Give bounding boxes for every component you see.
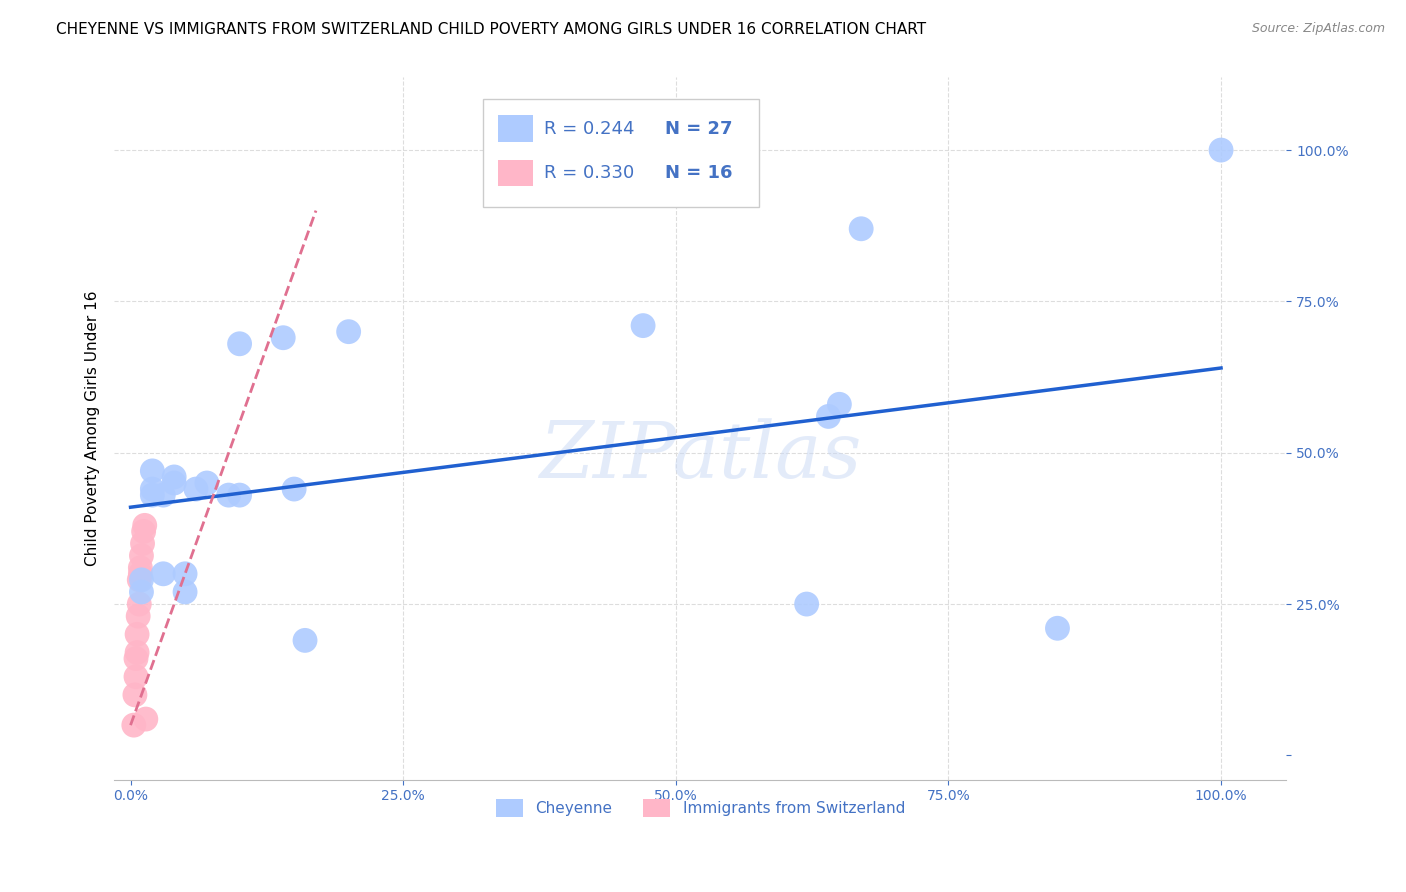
- FancyBboxPatch shape: [498, 115, 533, 142]
- Point: [124, 688, 146, 702]
- Text: N = 16: N = 16: [665, 164, 733, 182]
- Point: [141, 488, 163, 502]
- Point: [131, 536, 153, 550]
- Point: [131, 585, 153, 599]
- Text: ZIPatlas: ZIPatlas: [538, 418, 862, 495]
- Point: [184, 482, 207, 496]
- Point: [195, 475, 218, 490]
- Point: [228, 488, 250, 502]
- Point: [132, 524, 155, 539]
- Point: [135, 712, 157, 726]
- Point: [828, 397, 851, 411]
- Point: [1209, 143, 1232, 157]
- FancyBboxPatch shape: [498, 160, 533, 186]
- Point: [152, 488, 174, 502]
- Point: [134, 518, 156, 533]
- Point: [141, 464, 163, 478]
- Point: [129, 566, 152, 581]
- Point: [125, 651, 148, 665]
- Point: [152, 566, 174, 581]
- Point: [817, 409, 839, 424]
- Point: [294, 633, 316, 648]
- Point: [131, 573, 153, 587]
- Text: Source: ZipAtlas.com: Source: ZipAtlas.com: [1251, 22, 1385, 36]
- Point: [129, 560, 152, 574]
- Point: [228, 336, 250, 351]
- FancyBboxPatch shape: [484, 98, 759, 207]
- Legend: Cheyenne, Immigrants from Switzerland: Cheyenne, Immigrants from Switzerland: [488, 792, 912, 824]
- Point: [163, 475, 186, 490]
- Point: [128, 597, 150, 611]
- Point: [1046, 621, 1069, 635]
- Point: [125, 670, 148, 684]
- Point: [128, 573, 150, 587]
- Point: [271, 331, 294, 345]
- Point: [337, 325, 360, 339]
- Text: CHEYENNE VS IMMIGRANTS FROM SWITZERLAND CHILD POVERTY AMONG GIRLS UNDER 16 CORRE: CHEYENNE VS IMMIGRANTS FROM SWITZERLAND …: [56, 22, 927, 37]
- Text: R = 0.244: R = 0.244: [544, 120, 636, 137]
- Point: [283, 482, 305, 496]
- Point: [141, 482, 163, 496]
- Point: [796, 597, 818, 611]
- Point: [631, 318, 654, 333]
- Point: [174, 585, 197, 599]
- Point: [122, 718, 145, 732]
- Text: N = 27: N = 27: [665, 120, 733, 137]
- Point: [163, 470, 186, 484]
- Point: [174, 566, 197, 581]
- Point: [127, 645, 149, 659]
- Point: [127, 627, 149, 641]
- Point: [218, 488, 240, 502]
- Point: [127, 609, 149, 624]
- Y-axis label: Child Poverty Among Girls Under 16: Child Poverty Among Girls Under 16: [86, 291, 100, 566]
- Point: [851, 221, 873, 235]
- Point: [131, 549, 153, 563]
- Text: R = 0.330: R = 0.330: [544, 164, 634, 182]
